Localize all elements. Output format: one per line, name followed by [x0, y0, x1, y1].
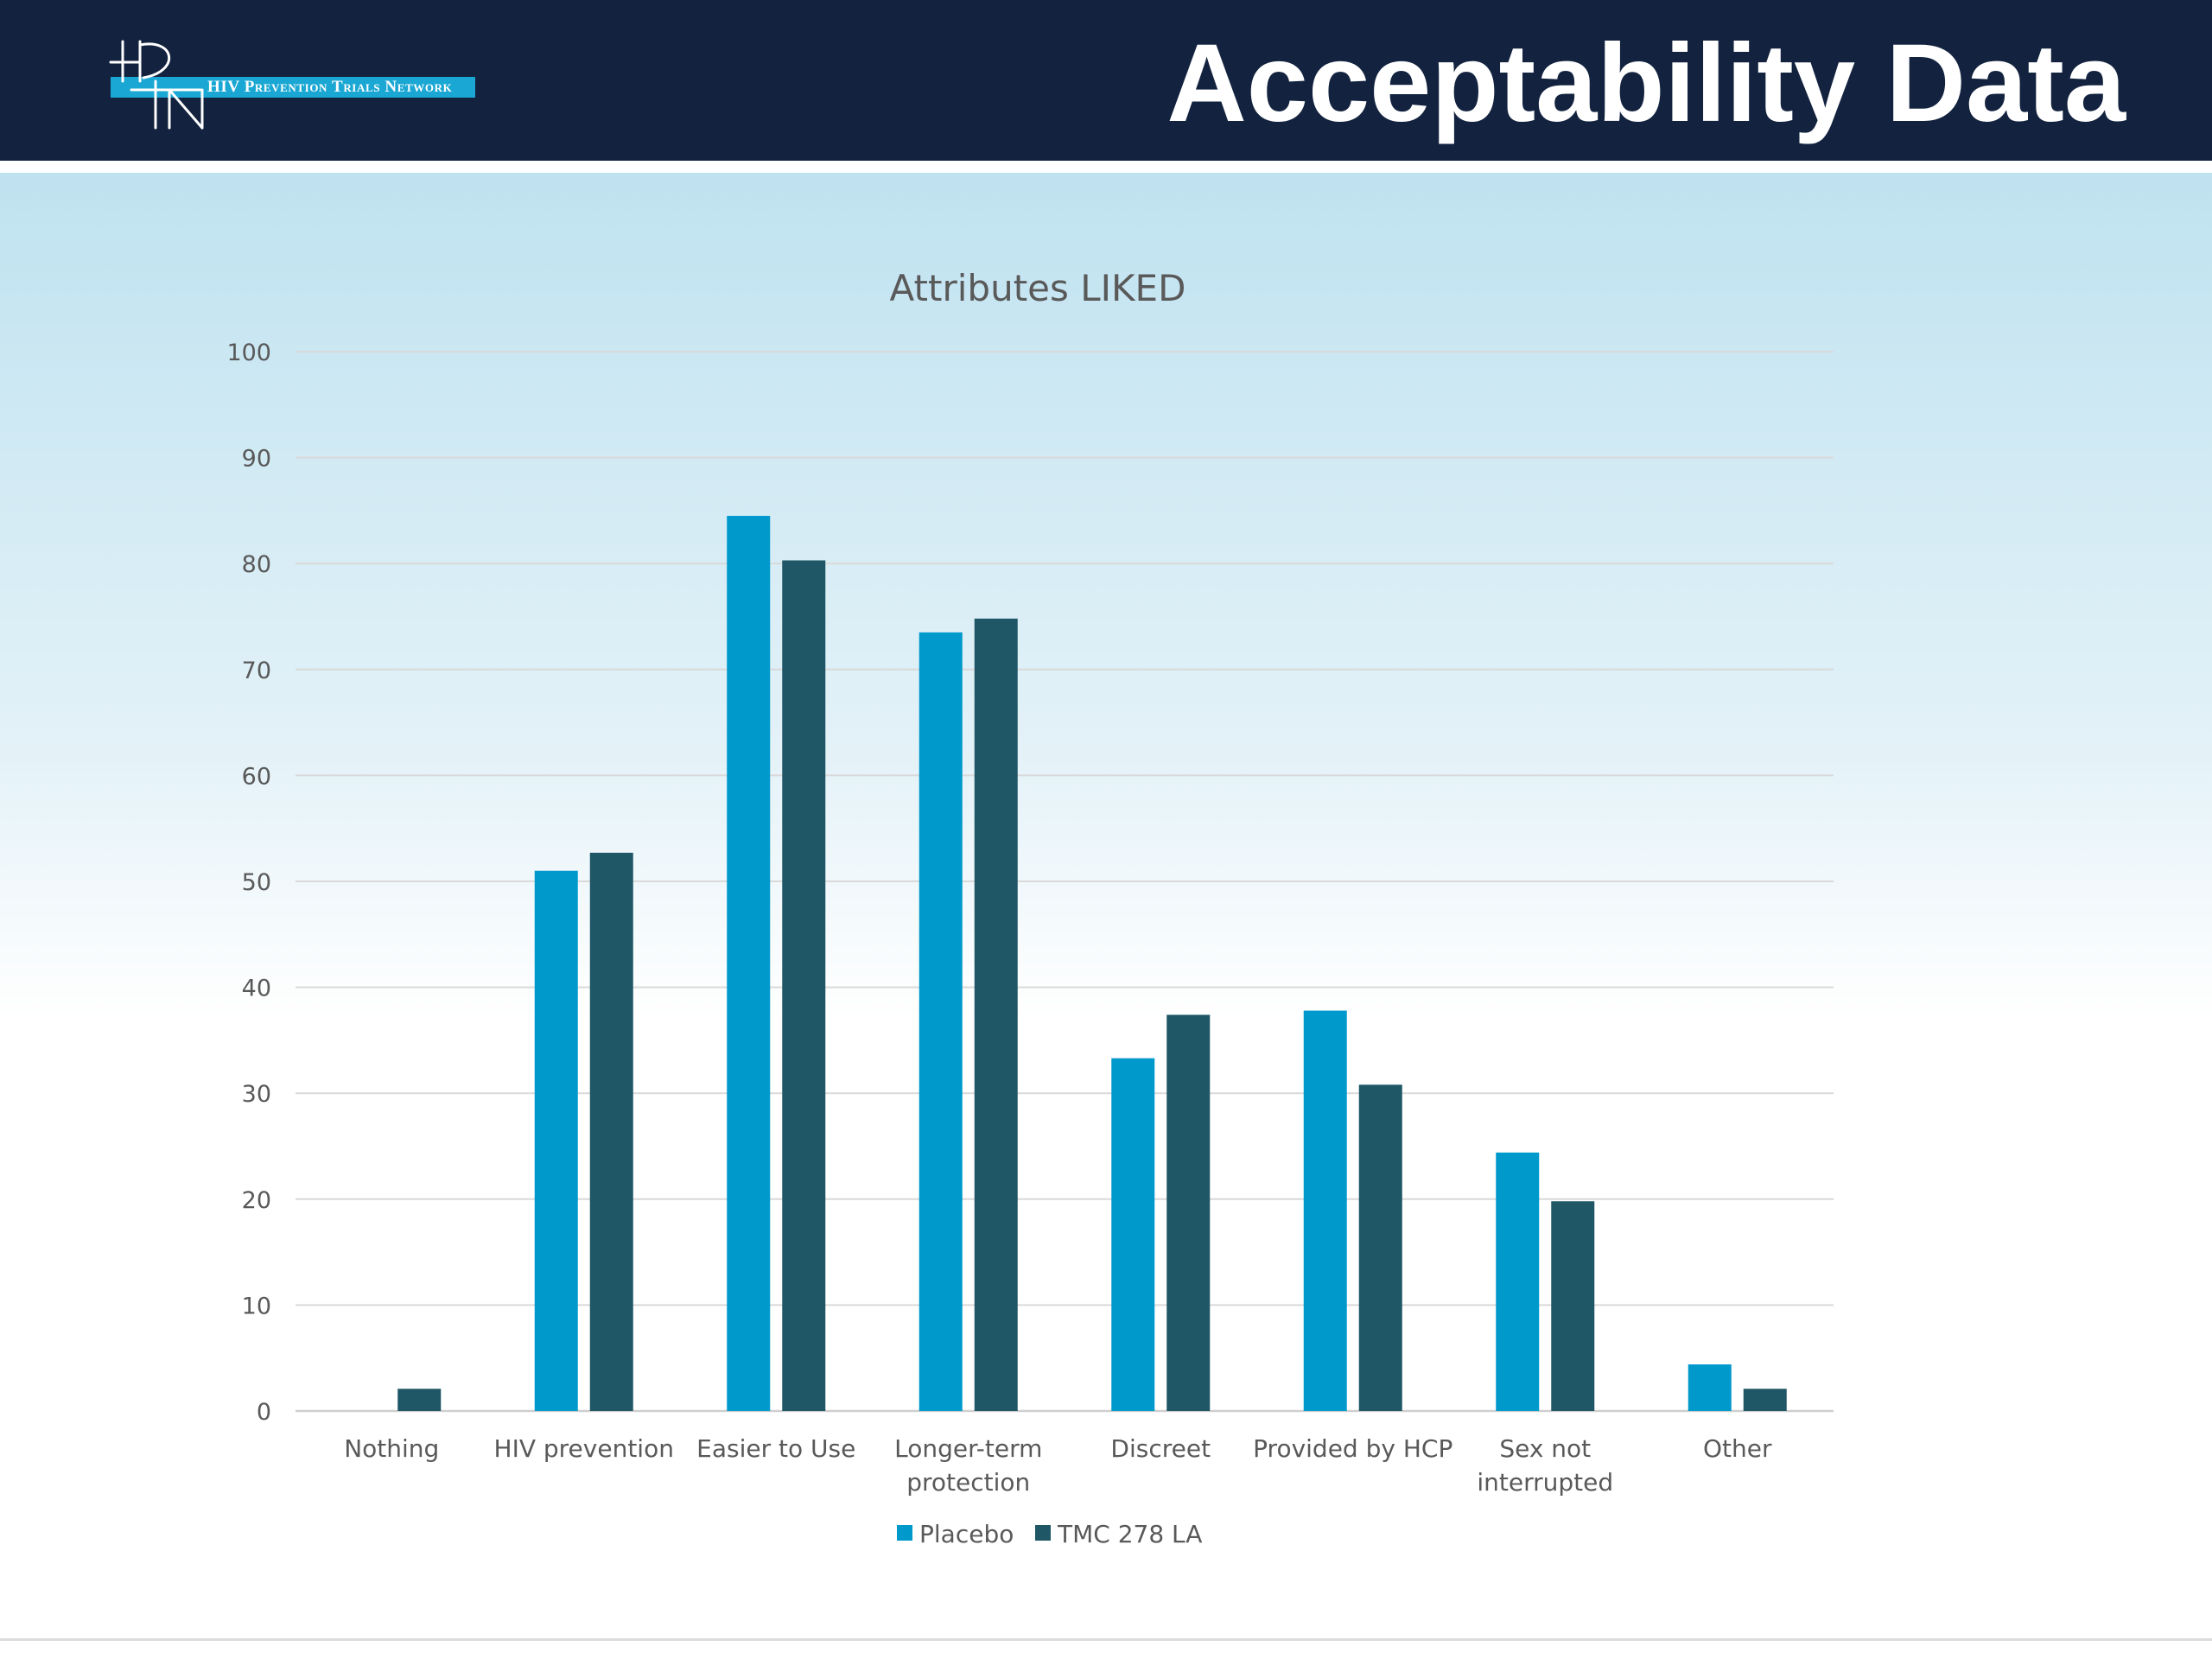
bar-placebo-1 — [534, 870, 578, 1411]
y-tick-label-60: 60 — [242, 763, 271, 790]
bar-placebo-3 — [918, 632, 963, 1411]
bar-placebo-5 — [1303, 1010, 1347, 1411]
x-tick-label-line: Sex not — [1499, 1434, 1591, 1463]
y-tick-label-80: 80 — [242, 551, 271, 578]
y-tick-label-90: 90 — [242, 446, 271, 473]
y-axis-labels: 0 10 20 30 40 50 60 70 80 90 100 — [226, 340, 271, 1426]
footer-divider — [0, 1638, 2212, 1641]
x-tick-label-line: Nothing — [344, 1434, 439, 1463]
x-tick-label-2: Easier to Use — [696, 1434, 855, 1463]
bar-tmc-0 — [397, 1389, 442, 1411]
legend: Placebo TMC 278 LA — [897, 1520, 1202, 1548]
y-tick-label-100: 100 — [226, 340, 271, 366]
x-tick-label-line: Provided by HCP — [1253, 1434, 1452, 1463]
bar-placebo-2 — [727, 516, 771, 1411]
slide-title: Acceptability Data — [1166, 22, 2126, 145]
header-bar: HIV Prevention Trials Network Acceptabil… — [0, 0, 2212, 161]
logo-text: HIV Prevention Trials Network — [207, 78, 453, 96]
bar-tmc-2 — [782, 560, 826, 1411]
bar-tmc-5 — [1358, 1084, 1402, 1411]
x-tick-label-7: Other — [1703, 1434, 1772, 1463]
header-divider — [0, 161, 2212, 173]
x-tick-label-line: interrupted — [1477, 1468, 1613, 1497]
bar-placebo-6 — [1496, 1152, 1540, 1411]
y-tick-label-70: 70 — [242, 658, 271, 684]
bar-placebo-4 — [1111, 1058, 1155, 1411]
bars — [397, 516, 1787, 1411]
x-tick-label-line: Other — [1703, 1434, 1772, 1463]
x-tick-label-5: Provided by HCP — [1253, 1434, 1452, 1463]
x-tick-label-6: Sex not interrupted — [1477, 1434, 1613, 1497]
x-tick-label-0: Nothing — [344, 1434, 439, 1463]
legend-label-tmc: TMC 278 LA — [1057, 1520, 1202, 1548]
legend-swatch-tmc — [1035, 1525, 1051, 1541]
chart-panel — [0, 173, 2212, 1633]
bar-tmc-7 — [1743, 1389, 1787, 1411]
x-tick-label-line: Easier to Use — [696, 1434, 855, 1463]
bar-tmc-6 — [1551, 1201, 1595, 1411]
y-tick-label-40: 40 — [242, 976, 271, 1002]
bar-tmc-3 — [974, 618, 1018, 1411]
logo-banner — [111, 77, 475, 98]
x-tick-label-1: HIV prevention — [494, 1434, 674, 1463]
y-tick-label-0: 0 — [257, 1399, 271, 1426]
hptn-logo: HIV Prevention Trials Network — [105, 33, 486, 137]
bar-placebo-7 — [1688, 1364, 1732, 1411]
legend-swatch-placebo — [897, 1525, 912, 1541]
x-axis-labels: Nothing HIV prevention Easier to Use Longer… — [344, 1434, 1772, 1497]
legend-label-placebo: Placebo — [919, 1520, 1014, 1548]
x-tick-label-3: Longer-term protection — [894, 1434, 1042, 1497]
y-tick-label-30: 30 — [242, 1081, 271, 1108]
y-tick-label-20: 20 — [242, 1187, 271, 1214]
hptn-logo-mark-icon — [109, 40, 204, 130]
y-tick-label-10: 10 — [242, 1293, 271, 1319]
y-tick-label-50: 50 — [242, 869, 271, 896]
x-tick-label-line: protection — [906, 1468, 1030, 1497]
chart-title: Attributes LIKED — [890, 267, 1186, 309]
bar-tmc-1 — [589, 852, 633, 1411]
gridlines — [296, 351, 1834, 1413]
bar-tmc-4 — [1166, 1014, 1211, 1411]
x-tick-label-line: HIV prevention — [494, 1434, 674, 1463]
x-tick-label-line: Discreet — [1110, 1434, 1211, 1463]
x-tick-label-line: Longer-term — [894, 1434, 1042, 1463]
x-tick-label-4: Discreet — [1110, 1434, 1211, 1463]
